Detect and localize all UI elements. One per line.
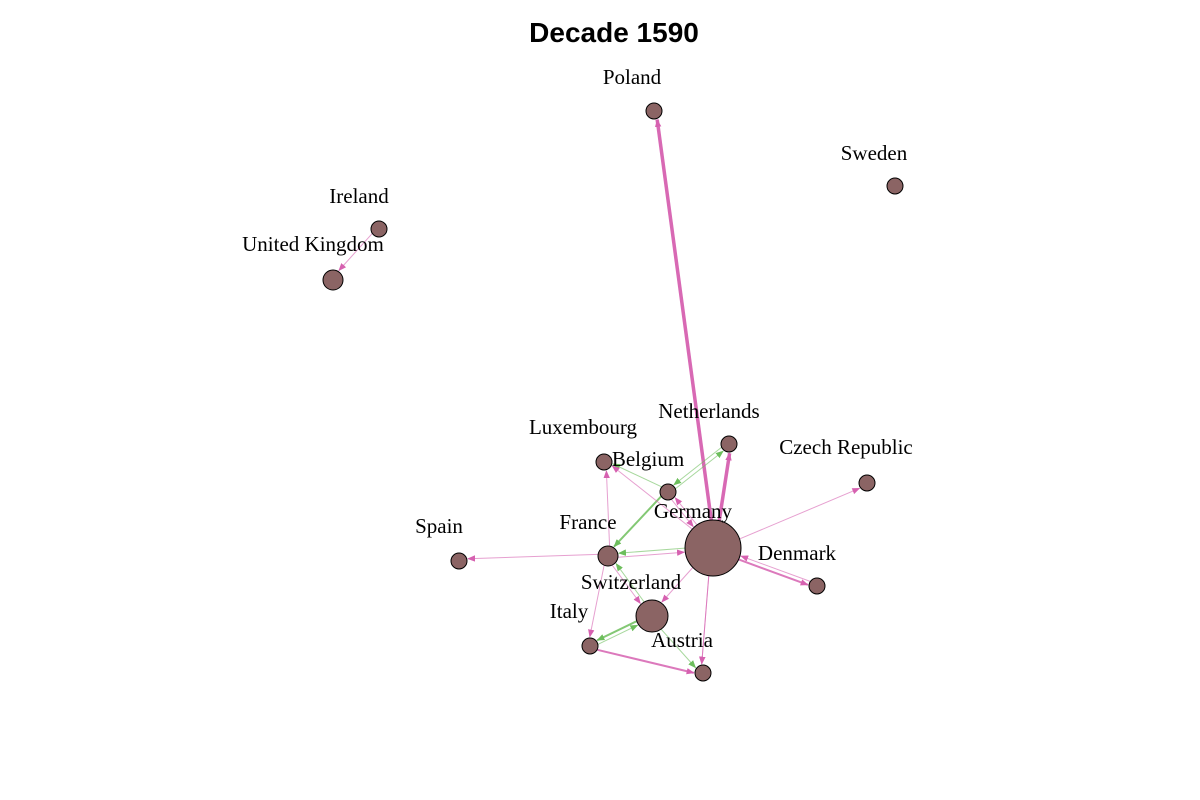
label-denmark: Denmark [758, 541, 837, 565]
edge-belgium-to-netherlands [675, 450, 724, 490]
nodes-layer [322, 102, 904, 682]
label-spain: Spain [415, 514, 463, 538]
edge-switzerland-to-france [615, 563, 645, 603]
label-france: France [559, 510, 616, 534]
edge-germany-to-netherlands [717, 452, 732, 521]
node-austria[interactable] [694, 664, 712, 682]
edge-france-to-luxembourg [603, 470, 611, 546]
edge-belgium-to-luxembourg [612, 463, 662, 488]
labels-layer: Poland Sweden Ireland United Kingdom Netherl… [242, 65, 913, 652]
label-uk: United Kingdom [242, 232, 384, 256]
edge-germany-to-czech [739, 487, 861, 540]
label-czech: Czech Republic [779, 435, 913, 459]
label-ireland: Ireland [329, 184, 389, 208]
node-ireland[interactable] [370, 220, 388, 238]
node-luxembourg[interactable] [595, 453, 613, 471]
edge-france-to-switzerland [611, 564, 641, 605]
node-uk[interactable] [322, 269, 344, 291]
edge-germany-to-poland [654, 118, 713, 521]
graph-title: Decade 1590 [529, 17, 699, 48]
edge-switzerland-to-italy [596, 620, 638, 642]
node-spain[interactable] [450, 552, 468, 570]
edge-italy-to-switzerland [597, 624, 639, 645]
label-sweden: Sweden [841, 141, 908, 165]
node-france[interactable] [597, 545, 619, 567]
label-switzerland: Switzerland [581, 570, 682, 594]
label-austria: Austria [651, 628, 714, 652]
label-poland: Poland [603, 65, 662, 89]
edge-germany-to-austria [699, 575, 710, 665]
node-czech[interactable] [858, 474, 876, 492]
edge-belgium-to-germany [671, 499, 694, 528]
edge-italy-to-node_se [597, 648, 695, 675]
label-germany: Germany [654, 499, 733, 523]
label-netherlands: Netherlands [658, 399, 759, 423]
edge-france-to-italy [588, 565, 605, 638]
node-denmark[interactable] [808, 577, 826, 595]
node-belgium[interactable] [659, 483, 677, 501]
edge-switzerland-to-node_se [660, 628, 697, 669]
edge-netherlands-to-belgium [673, 446, 722, 486]
label-luxembourg: Luxembourg [529, 415, 638, 439]
label-belgium: Belgium [612, 447, 684, 471]
edge-ireland-to-uk [338, 233, 373, 272]
node-poland[interactable] [645, 102, 663, 120]
node-netherlands[interactable] [720, 435, 738, 453]
node-sweden[interactable] [886, 177, 904, 195]
edge-germany-to-switzerland [661, 567, 694, 603]
node-germany[interactable] [684, 519, 742, 577]
edge-france-to-germany [618, 549, 686, 558]
edge-germany-to-france [618, 547, 685, 556]
edge-germany-to-denmark [738, 558, 809, 586]
node-italy[interactable] [581, 637, 599, 655]
edge-denmark-to-germany [740, 555, 811, 582]
node-switzerland[interactable] [635, 599, 669, 633]
edge-germany-to-luxembourg [611, 465, 693, 530]
edges-layer [338, 118, 861, 675]
edge-france-to-spain [467, 553, 598, 562]
label-italy: Italy [550, 599, 589, 623]
edge-belgium-to-france [613, 495, 662, 548]
